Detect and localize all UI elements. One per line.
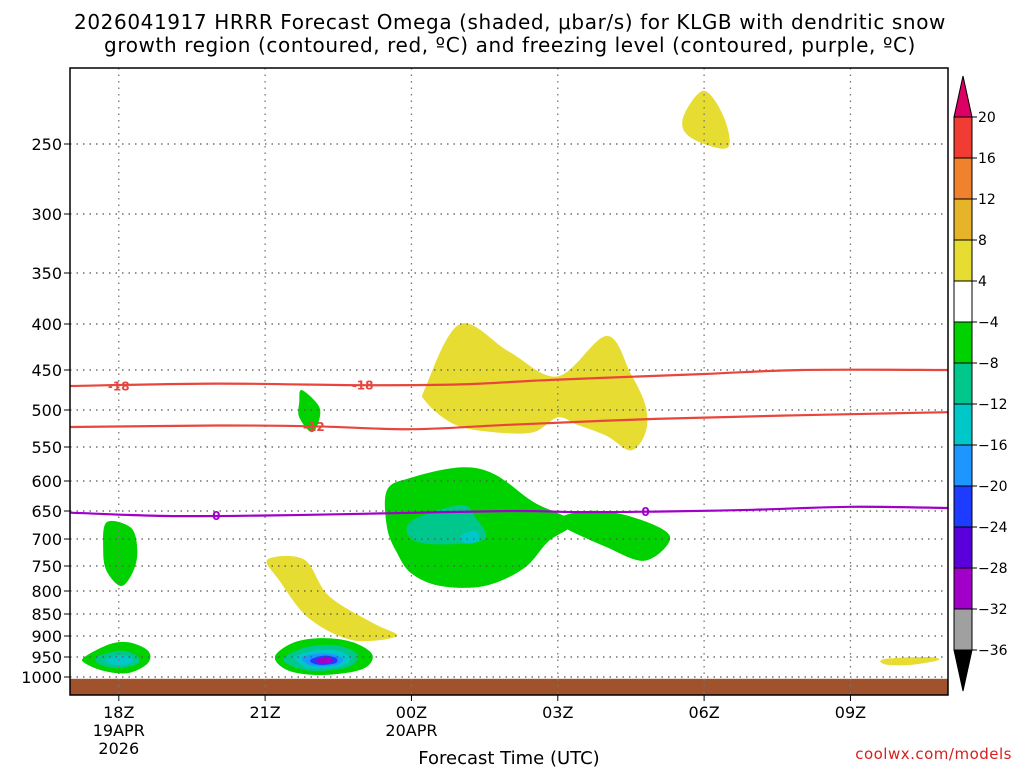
colorbar-label-4: 4	[978, 274, 987, 290]
omega-region-2	[266, 555, 398, 642]
colorbar-label-13: −36	[978, 643, 1008, 659]
colorbar-segment-9	[953, 485, 973, 528]
colorbar-label-5: −4	[978, 315, 999, 331]
colorbar-segment-7	[953, 403, 973, 446]
y-tick-label-700: 700	[31, 530, 62, 549]
colorbar-label-6: −8	[978, 356, 999, 372]
colorbar-label-7: −12	[978, 397, 1008, 413]
chart-title-line1: 2026041917 HRRR Forecast Omega (shaded, …	[74, 10, 946, 34]
colorbar: 20 16 12 8 4 −4 −8 −12 −16 −20 −24 −28 −32 −36	[953, 75, 1008, 692]
plot-frame	[69, 67, 949, 696]
x-tick-label-18Z: 18Z	[103, 703, 134, 722]
colorbar-segment-6	[953, 362, 973, 405]
colorbar-label-1: 16	[978, 151, 996, 167]
colorbar-top-arrow	[953, 75, 973, 118]
colorbar-label-12: −32	[978, 602, 1008, 618]
omega-region-4	[298, 389, 321, 433]
y-tick-label-550: 550	[31, 438, 62, 457]
colorbar-label-10: −24	[978, 520, 1008, 536]
colorbar-segment-5	[953, 321, 973, 364]
contour-label-dgz-minus18-0: -18	[108, 380, 130, 394]
omega-region-3	[880, 656, 940, 666]
colorbar-segment-4	[953, 280, 973, 323]
contour-dgz-minus12	[70, 411, 948, 431]
colorbar-segment-12	[953, 608, 973, 651]
y-tick-label-450: 450	[31, 361, 62, 380]
colorbar-segment-1	[953, 157, 973, 200]
colorbar-label-11: −28	[978, 561, 1008, 577]
gridlines	[70, 68, 948, 695]
x-tick-label-03Z: 03Z	[542, 703, 573, 722]
contour-label-freezing-level-0: 0	[212, 509, 220, 523]
x-tick-label-21Z: 21Z	[249, 703, 280, 722]
contour-label-dgz-minus18-1: -18	[352, 379, 374, 393]
colorbar-label-0: 20	[978, 110, 996, 126]
omega-region-5	[103, 520, 138, 586]
y-tick-label-750: 750	[31, 557, 62, 576]
omega-region-14	[105, 654, 134, 666]
omega-shading	[70, 90, 948, 695]
omega-region-0	[682, 90, 730, 149]
colorbar-segment-10	[953, 526, 973, 569]
contour-lines	[70, 368, 948, 518]
y-tick-label-250: 250	[31, 135, 62, 154]
colorbar-segment-0	[953, 116, 973, 159]
x-tick-label-09Z: 09Z	[835, 703, 866, 722]
y-tick-label-500: 500	[31, 401, 62, 420]
y-tick-label-800: 800	[31, 582, 62, 601]
colorbar-segment-3	[953, 239, 973, 282]
omega-region-13	[459, 530, 481, 544]
y-tick-label-400: 400	[31, 315, 62, 334]
y-tick-label-350: 350	[31, 264, 62, 283]
y-axis-ticks: 250 300 350 400 450 500 550 600 650 700 750 800 850 9…	[21, 135, 70, 687]
omega-region-7	[557, 510, 671, 561]
y-tick-label-950: 950	[31, 648, 62, 667]
colorbar-label-8: −16	[978, 438, 1008, 454]
credit-text: coolwx.com/models	[855, 745, 1012, 763]
x-tick-label-06Z: 06Z	[688, 703, 719, 722]
contour-freezing-level	[70, 505, 948, 518]
colorbar-bottom-arrow	[953, 649, 973, 692]
y-tick-label-600: 600	[31, 472, 62, 491]
colorbar-segment-2	[953, 198, 973, 241]
colorbar-label-2: 12	[978, 192, 996, 208]
x-tick-label-00Z: 00Z	[396, 703, 427, 722]
y-tick-label-650: 650	[31, 502, 62, 521]
contour-labels: -18 -18 -12 0 0	[108, 379, 650, 523]
ground-surface	[70, 678, 948, 695]
y-tick-label-900: 900	[31, 627, 62, 646]
y-tick-label-1000: 1000	[21, 668, 62, 687]
colorbar-segment-11	[953, 567, 973, 610]
x-tick-date-18Z: 19APR	[93, 721, 145, 740]
contour-dgz-minus18	[70, 368, 948, 388]
contour-label-freezing-level-1: 0	[641, 505, 649, 519]
x-tick-year-18Z: 2026	[98, 739, 139, 758]
y-tick-label-850: 850	[31, 605, 62, 624]
x-axis-label: Forecast Time (UTC)	[418, 748, 599, 768]
y-tick-label-300: 300	[31, 205, 62, 224]
contour-label-dgz-minus12-0: -12	[303, 420, 325, 434]
x-tick-date-00Z: 20APR	[385, 721, 437, 740]
colorbar-label-9: −20	[978, 479, 1008, 495]
colorbar-label-3: 8	[978, 233, 987, 249]
omega-region-18	[315, 657, 334, 664]
chart-title-line2: growth region (contoured, red, ºC) and f…	[104, 33, 916, 57]
omega-region-1	[422, 323, 648, 451]
colorbar-segment-8	[953, 444, 973, 487]
